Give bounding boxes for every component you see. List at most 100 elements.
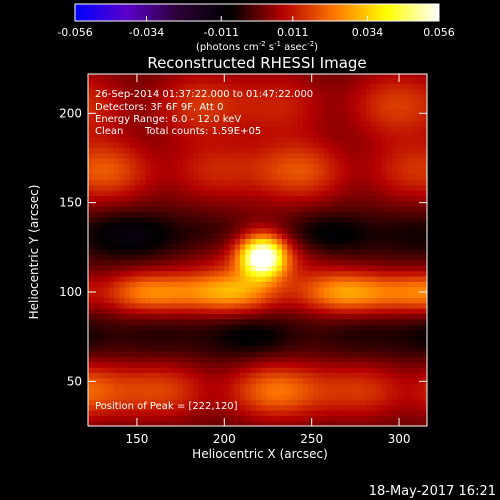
- heatmap-cell: [224, 265, 231, 272]
- heatmap-cell: [250, 147, 257, 154]
- heatmap-cell: [334, 367, 341, 373]
- heatmap-cell: [208, 383, 215, 390]
- heatmap-cell: [302, 233, 309, 239]
- heatmap-cell: [140, 216, 147, 223]
- heatmap-cell: [129, 297, 136, 304]
- heatmap-cell: [234, 345, 241, 352]
- heatmap-cell: [329, 259, 335, 266]
- heatmap-cell: [88, 356, 94, 363]
- heatmap-cell: [418, 281, 425, 288]
- heatmap-cell: [402, 291, 409, 298]
- heatmap-cell: [88, 420, 94, 426]
- heatmap-cell: [423, 361, 427, 368]
- heatmap-cell: [318, 243, 325, 250]
- heatmap-cell: [318, 334, 325, 341]
- heatmap-cell: [203, 409, 210, 416]
- heatmap-cell: [114, 168, 121, 175]
- heatmap-cell: [93, 238, 100, 245]
- heatmap-cell: [318, 179, 325, 186]
- heatmap-cell: [281, 275, 288, 282]
- heatmap-cell: [271, 383, 278, 390]
- heatmap-cell: [108, 367, 115, 373]
- heatmap-cell: [413, 163, 419, 170]
- heatmap-cell: [360, 109, 367, 116]
- heatmap-cell: [240, 174, 246, 181]
- heatmap-cell: [318, 77, 325, 84]
- heatmap-cell: [234, 281, 241, 288]
- heatmap-cell: [281, 308, 288, 315]
- heatmap-cell: [371, 393, 377, 400]
- heatmap-cell: [98, 77, 105, 84]
- heatmap-cell: [250, 115, 257, 122]
- heatmap-cell: [88, 233, 94, 239]
- heatmap-cell: [129, 308, 136, 315]
- heatmap-cell: [318, 82, 325, 89]
- heatmap-cell: [381, 200, 388, 207]
- heatmap-cell: [171, 74, 178, 79]
- heatmap-cell: [156, 93, 162, 100]
- heatmap-cell: [287, 291, 294, 298]
- heatmap-cell: [93, 415, 100, 422]
- heatmap-cell: [313, 109, 320, 116]
- heatmap-cell: [397, 147, 404, 154]
- heatmap-cell: [219, 367, 225, 373]
- heatmap-cell: [177, 377, 183, 384]
- heatmap-cell: [355, 88, 362, 95]
- heatmap-cell: [140, 115, 147, 122]
- heatmap-cell: [392, 249, 398, 256]
- heatmap-cell: [350, 216, 356, 223]
- heatmap-cell: [187, 136, 194, 143]
- heatmap-cell: [318, 383, 325, 390]
- heatmap-cell: [156, 88, 162, 95]
- heatmap-cell: [156, 243, 162, 250]
- heatmap-cell: [287, 345, 294, 352]
- heatmap-cell: [292, 372, 299, 379]
- heatmap-cell: [276, 82, 283, 89]
- heatmap-cell: [407, 99, 414, 105]
- heatmap-cell: [156, 120, 162, 127]
- heatmap-cell: [177, 259, 183, 266]
- heatmap-cell: [150, 324, 157, 331]
- heatmap-cell: [108, 286, 115, 293]
- heatmap-cell: [355, 324, 362, 331]
- heatmap-cell: [166, 318, 173, 325]
- heatmap-cell: [187, 152, 194, 159]
- heatmap-cell: [145, 329, 152, 336]
- heatmap-cell: [276, 399, 283, 406]
- heatmap-cell: [234, 152, 241, 159]
- heatmap-cell: [271, 222, 278, 229]
- heatmap-cell: [255, 350, 262, 357]
- heatmap-cell: [308, 377, 315, 384]
- heatmap-cell: [365, 302, 372, 309]
- heatmap-cell: [114, 200, 121, 207]
- heatmap-cell: [93, 350, 100, 357]
- heatmap-cell: [98, 297, 105, 304]
- heatmap-cell: [124, 420, 131, 426]
- heatmap-cell: [355, 211, 362, 218]
- heatmap-cell: [292, 324, 299, 331]
- heatmap-cell: [344, 367, 351, 373]
- heatmap-cell: [245, 286, 252, 293]
- heatmap-cell: [198, 115, 204, 122]
- heatmap-cell: [124, 308, 131, 315]
- heatmap-cell: [255, 211, 262, 218]
- heatmap-cell: [287, 254, 294, 261]
- heatmap-cell: [413, 404, 419, 411]
- heatmap-cell: [418, 233, 425, 239]
- heatmap-cell: [360, 377, 367, 384]
- heatmap-cell: [281, 222, 288, 229]
- heatmap-cell: [386, 157, 393, 164]
- heatmap-cell: [407, 302, 414, 309]
- heatmap-cell: [276, 302, 283, 309]
- heatmap-cell: [187, 163, 194, 170]
- heatmap-cell: [219, 361, 225, 368]
- heatmap-cell: [93, 77, 100, 84]
- heatmap-cell: [93, 308, 100, 315]
- heatmap-cell: [145, 265, 152, 272]
- heatmap-cell: [297, 399, 304, 406]
- heatmap-cell: [203, 318, 210, 325]
- heatmap-cell: [240, 275, 246, 282]
- x-tick-label: 300: [388, 432, 411, 446]
- heatmap-cell: [245, 340, 252, 347]
- heatmap-cell: [344, 163, 351, 170]
